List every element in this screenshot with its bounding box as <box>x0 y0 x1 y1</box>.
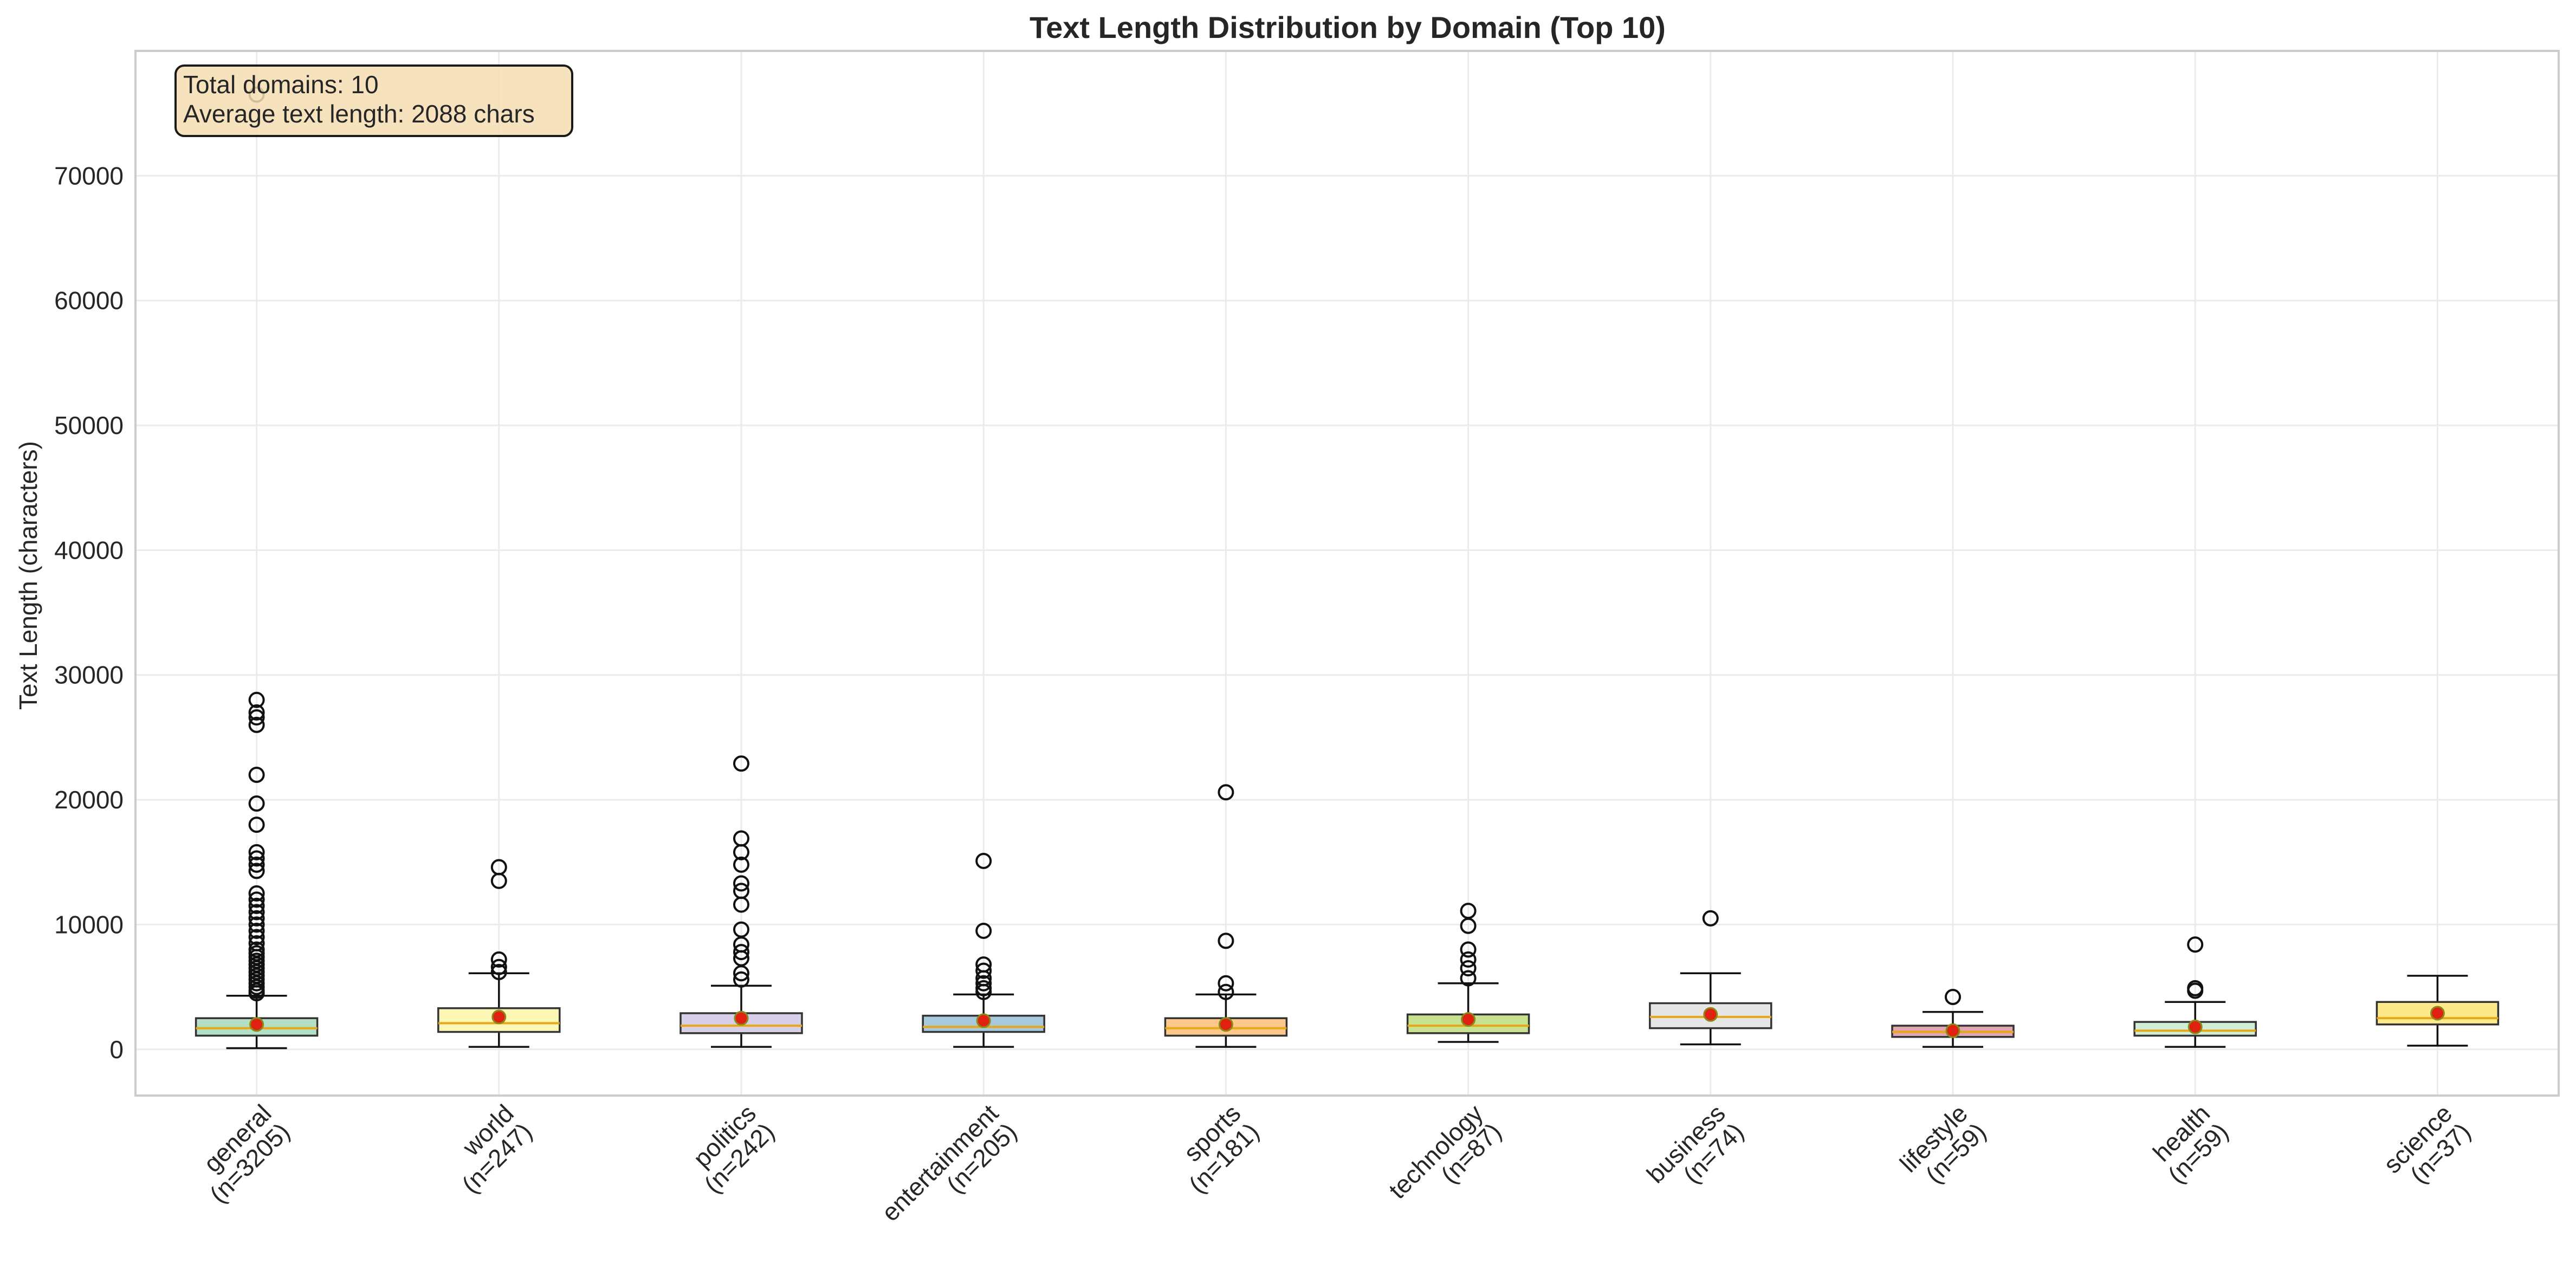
outlier-point <box>975 975 992 992</box>
grid-lines <box>135 51 2559 1096</box>
outlier-point <box>733 856 749 873</box>
y-tick-label: 0 <box>109 1035 124 1064</box>
outlier-point <box>248 941 265 958</box>
outlier-point <box>1218 983 1234 1000</box>
outlier-point <box>2187 980 2204 996</box>
mean-marker <box>491 1009 507 1025</box>
outlier-point <box>248 704 265 721</box>
outlier-point <box>975 922 992 939</box>
outlier-point <box>248 929 265 945</box>
outlier-point <box>248 709 265 726</box>
mean-marker <box>1218 1017 1233 1032</box>
outlier-point <box>1460 941 1477 958</box>
mean-marker <box>249 1017 264 1032</box>
mean-marker <box>2430 1006 2445 1021</box>
outlier-point <box>248 910 265 927</box>
x-axis-ticks: general(n=3205) world(n=247) politics(n=24… <box>198 1099 2476 1227</box>
box-general <box>195 86 319 1050</box>
box-world <box>437 859 561 1048</box>
box-technology <box>1406 903 1530 1043</box>
mean-marker <box>1703 1007 1718 1022</box>
mean-marker <box>976 1013 991 1028</box>
annotation-background <box>174 64 573 137</box>
outlier-point <box>248 691 265 708</box>
outlier-point <box>490 951 507 968</box>
outlier-point <box>248 891 265 908</box>
box-science <box>2376 975 2500 1047</box>
outlier-point <box>248 935 265 951</box>
box-sports <box>1164 784 1288 1048</box>
boxes-layer <box>195 86 2500 1050</box>
outlier-point <box>975 852 992 869</box>
outlier-point <box>1218 784 1234 801</box>
outlier-point <box>248 856 265 873</box>
box-politics <box>679 755 803 1048</box>
outlier-point <box>248 885 265 902</box>
outlier-point <box>248 817 265 833</box>
y-tick-label: 40000 <box>54 536 124 564</box>
outlier-point <box>1945 989 1961 1006</box>
outlier-point <box>248 716 265 733</box>
mean-marker <box>2187 1019 2203 1034</box>
box-lifestyle <box>1891 989 2015 1048</box>
outlier-point <box>1460 903 1477 919</box>
outlier-point <box>1460 970 1477 987</box>
mean-marker <box>734 1011 749 1026</box>
box-health <box>2133 936 2257 1048</box>
outlier-point <box>733 944 749 961</box>
outlier-point <box>490 963 507 980</box>
outlier-point <box>248 850 265 867</box>
chart-title: Text Length Distribution by Domain (Top … <box>1030 10 1666 44</box>
y-axis-label: Text Length (characters) <box>14 441 42 710</box>
y-tick-label: 10000 <box>54 910 124 938</box>
outlier-point <box>1218 932 1234 949</box>
mean-marker <box>1945 1023 1960 1038</box>
interquartile-box <box>2376 1001 2500 1026</box>
outlier-point <box>975 980 992 996</box>
box-entertainment <box>922 852 1045 1048</box>
annotation-total-domains: Total domains: 10 <box>183 70 379 99</box>
outlier-point <box>975 962 992 979</box>
annotation-average-length: Average text length: 2088 chars <box>183 100 535 128</box>
y-tick-label: 30000 <box>54 661 124 689</box>
outlier-point <box>248 844 265 860</box>
y-axis-ticks: 0 10000 20000 30000 40000 50000 60000 70000 <box>54 161 124 1063</box>
summary-annotation: Total domains: 10 Average text length: 2… <box>174 64 573 137</box>
outlier-point <box>733 875 749 892</box>
outlier-point <box>733 971 749 988</box>
outlier-point <box>248 795 265 812</box>
outlier-point <box>1460 951 1477 968</box>
outlier-point <box>248 904 265 921</box>
outlier-point <box>248 863 265 879</box>
outlier-point <box>2187 936 2204 953</box>
outlier-point <box>248 922 265 939</box>
outlier-point <box>733 830 749 847</box>
y-tick-label: 50000 <box>54 411 124 439</box>
mean-marker <box>1461 1012 1476 1027</box>
y-tick-label: 20000 <box>54 786 124 814</box>
box-business <box>1649 910 1772 1046</box>
y-tick-label: 70000 <box>54 161 124 190</box>
outlier-point <box>733 921 749 938</box>
outlier-point <box>1702 910 1719 927</box>
outlier-point <box>490 958 507 975</box>
outlier-point <box>1460 960 1477 977</box>
plot-area-frame <box>134 50 2560 1097</box>
outlier-point <box>490 859 507 876</box>
outlier-point <box>733 883 749 899</box>
outlier-point <box>248 916 265 933</box>
outlier-point <box>248 767 265 783</box>
outlier-point <box>1218 975 1234 992</box>
outlier-point <box>248 897 265 914</box>
outlier-point <box>975 956 992 973</box>
y-tick-label: 60000 <box>54 287 124 315</box>
outlier-point <box>733 755 749 772</box>
